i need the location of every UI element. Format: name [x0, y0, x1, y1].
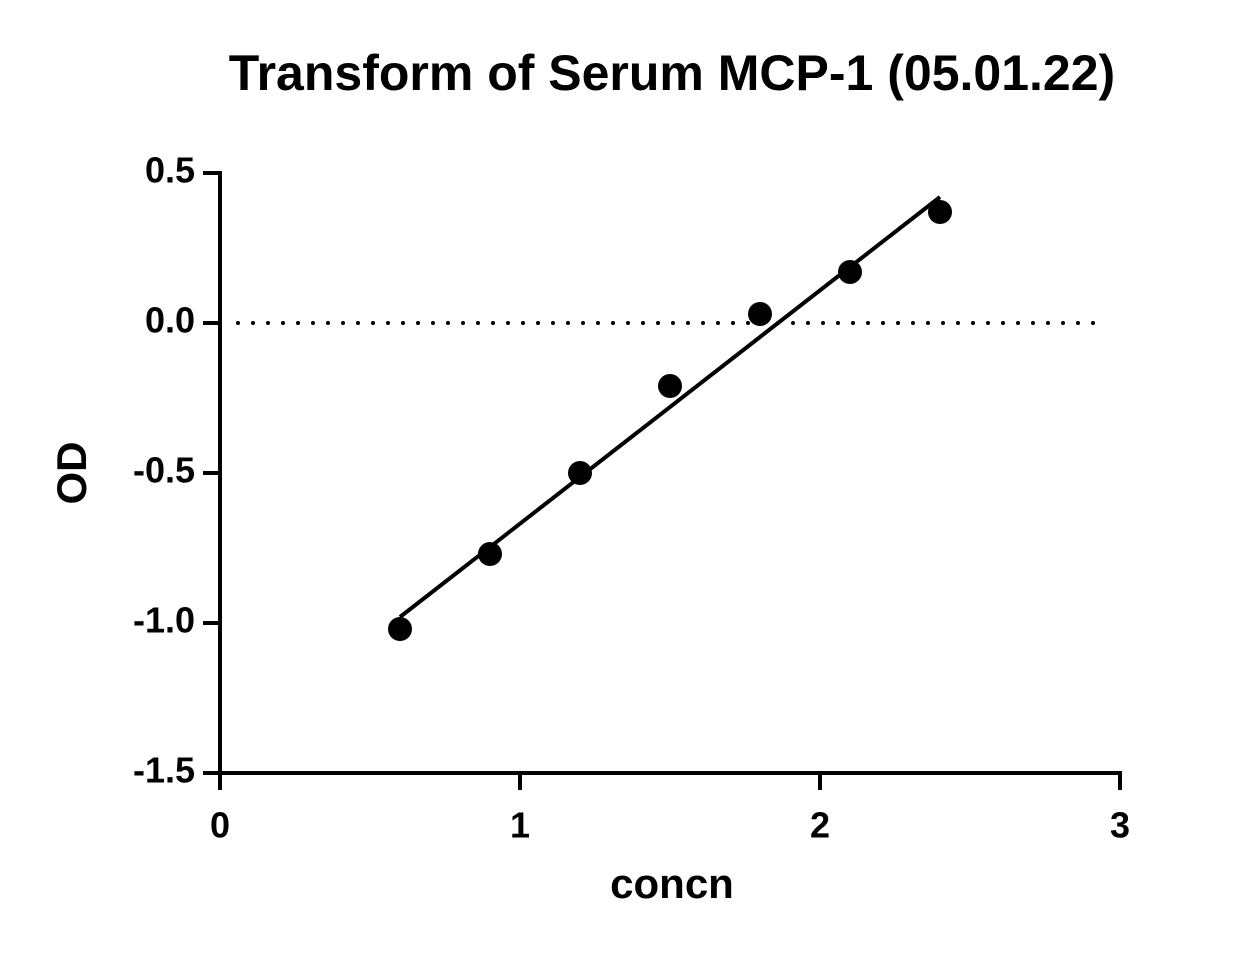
data-point — [748, 302, 772, 326]
y-tick-label: -1.0 — [133, 600, 195, 641]
y-tick-label: -1.5 — [133, 750, 195, 791]
y-tick-label: 0.5 — [145, 150, 195, 191]
data-point — [658, 374, 682, 398]
x-tick-label: 2 — [810, 805, 830, 846]
y-axis-label: OD — [48, 442, 95, 505]
data-point — [388, 617, 412, 641]
y-tick-label: 0.0 — [145, 300, 195, 341]
x-tick-label: 1 — [510, 805, 530, 846]
data-point — [478, 542, 502, 566]
chart-title: Transform of Serum MCP-1 (05.01.22) — [229, 45, 1115, 101]
x-tick-label: 0 — [210, 805, 230, 846]
y-tick-label: -0.5 — [133, 450, 195, 491]
x-axis-label: concn — [610, 860, 734, 907]
data-point — [928, 200, 952, 224]
fit-line — [398, 195, 942, 619]
data-point — [838, 260, 862, 284]
data-point — [568, 461, 592, 485]
x-tick-label: 3 — [1110, 805, 1130, 846]
